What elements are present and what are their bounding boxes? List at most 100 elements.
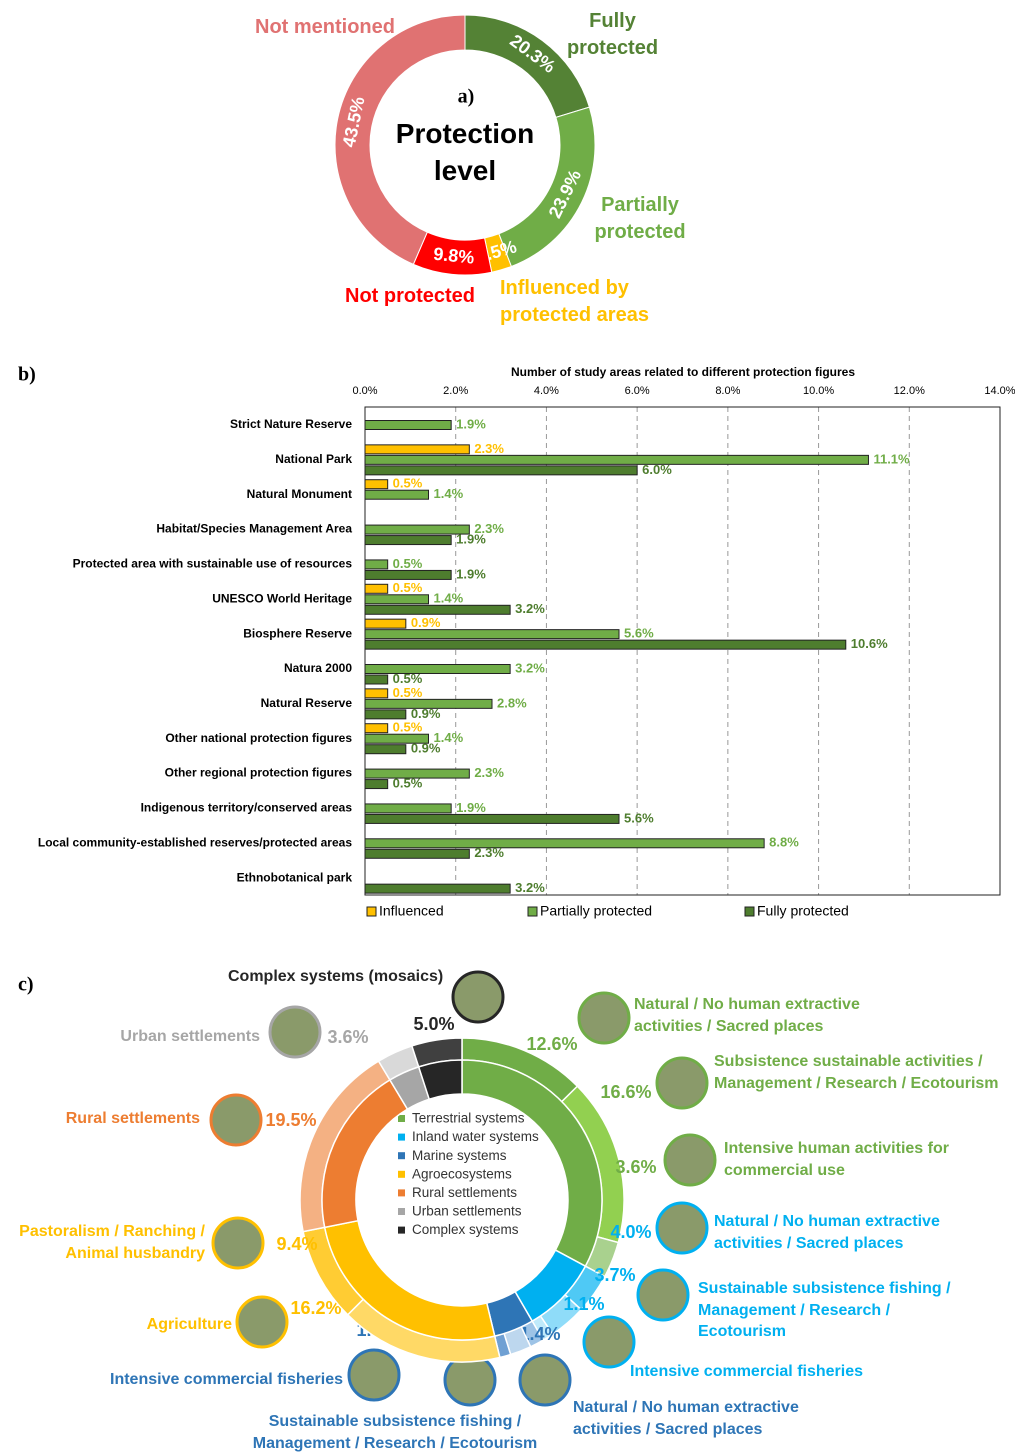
segment-value: 5.0% bbox=[413, 1014, 454, 1034]
category-label: Fully protected bbox=[560, 8, 665, 62]
value-label: 6.0% bbox=[642, 462, 672, 477]
value-label: 0.5% bbox=[393, 556, 423, 571]
legend-label: Terrestrial systems bbox=[412, 1111, 525, 1126]
value-label: 1.4% bbox=[434, 591, 464, 606]
photo-icon bbox=[579, 993, 629, 1043]
value-label: 0.9% bbox=[411, 615, 441, 630]
segment-label: Sustainable subsistence fishing / Manage… bbox=[235, 1411, 555, 1452]
y-tick-label: Other regional protection figures bbox=[165, 766, 353, 780]
value-label: 2.3% bbox=[474, 765, 504, 780]
legend-swatch bbox=[398, 1171, 405, 1178]
segment-value: 19.5% bbox=[265, 1110, 316, 1130]
y-tick-label: Habitat/Species Management Area bbox=[156, 522, 352, 536]
segment-value: 9.4% bbox=[276, 1234, 317, 1254]
photo-icon bbox=[657, 1203, 707, 1253]
value-label: 0.5% bbox=[393, 776, 423, 791]
bar bbox=[365, 675, 388, 684]
y-tick-label: Protected area with sustainable use of r… bbox=[73, 557, 353, 571]
panel-label: b) bbox=[18, 364, 36, 386]
bar bbox=[365, 595, 429, 604]
inner-segment bbox=[325, 1221, 495, 1340]
y-tick-label: Biosphere Reserve bbox=[243, 626, 352, 640]
x-tick-label: 0.0% bbox=[352, 385, 377, 397]
bar bbox=[365, 839, 764, 848]
value-label: 1.9% bbox=[456, 566, 486, 581]
y-tick-label: Ethnobotanical park bbox=[237, 870, 353, 884]
y-tick-label: Indigenous territory/conserved areas bbox=[141, 801, 353, 815]
photo-icon bbox=[213, 1218, 263, 1268]
legend-label: Influenced bbox=[379, 903, 444, 919]
legend-swatch bbox=[398, 1134, 405, 1141]
legend-label: Agroecosystems bbox=[412, 1166, 512, 1181]
value-label: 0.5% bbox=[393, 720, 423, 735]
value-label: 1.9% bbox=[456, 532, 486, 547]
segment-value: 16.6% bbox=[600, 1082, 651, 1102]
value-label: 0.5% bbox=[393, 476, 423, 491]
segment-value: 16.2% bbox=[290, 1298, 341, 1318]
y-tick-label: Other national protection figures bbox=[165, 731, 352, 745]
bar bbox=[365, 780, 388, 789]
value-label: 2.3% bbox=[474, 845, 504, 860]
value-label: 3.2% bbox=[515, 601, 545, 616]
bar bbox=[365, 536, 451, 545]
x-tick-label: 12.0% bbox=[894, 385, 925, 397]
value-label: 8.8% bbox=[769, 835, 799, 850]
legend-label: Rural settlements bbox=[412, 1185, 517, 1200]
photo-icon bbox=[520, 1355, 570, 1405]
photo-icon bbox=[657, 1058, 707, 1108]
value-label: 10.6% bbox=[851, 636, 888, 651]
bar bbox=[365, 466, 637, 475]
bar bbox=[365, 745, 406, 754]
bar bbox=[365, 570, 451, 579]
legend-swatch bbox=[398, 1208, 405, 1215]
category-label: Not protected bbox=[330, 283, 490, 310]
legend-label: Fully protected bbox=[757, 903, 849, 919]
segment-label: Natural / No human extractive activities… bbox=[573, 1397, 833, 1440]
segment-label: Complex systems (mosaics) bbox=[228, 966, 488, 988]
axis-title: Number of study areas related to differe… bbox=[511, 365, 855, 379]
photo-icon bbox=[638, 1270, 688, 1320]
y-tick-label: Natural Reserve bbox=[261, 696, 353, 710]
bar bbox=[365, 849, 469, 858]
legend-label: Marine systems bbox=[412, 1148, 507, 1163]
bar bbox=[365, 710, 406, 719]
segment-label: Urban settlements bbox=[60, 1026, 260, 1048]
segment-label: Pastoralism / Ranching / Animal husbandr… bbox=[0, 1221, 205, 1264]
x-tick-label: 6.0% bbox=[625, 385, 650, 397]
bar bbox=[365, 689, 388, 698]
segment-value: 1.1% bbox=[563, 1294, 604, 1314]
legend-swatch bbox=[745, 907, 754, 916]
y-tick-label: Local community-established reserves/pro… bbox=[38, 835, 352, 849]
value-label: 3.2% bbox=[515, 660, 545, 675]
bar bbox=[365, 804, 451, 813]
x-tick-label: 14.0% bbox=[984, 385, 1015, 397]
bar bbox=[365, 584, 388, 593]
y-tick-label: Strict Nature Reserve bbox=[230, 417, 352, 431]
bar bbox=[365, 619, 406, 628]
value-label: 1.4% bbox=[434, 486, 464, 501]
bar bbox=[365, 445, 469, 454]
segment-label: Rural settlements bbox=[0, 1108, 200, 1130]
segment-label: Agriculture bbox=[40, 1314, 232, 1336]
value-label: 5.6% bbox=[624, 810, 654, 825]
category-label: Not mentioned bbox=[240, 14, 410, 41]
segment-label: Intensive commercial fisheries bbox=[630, 1361, 900, 1383]
bar bbox=[365, 665, 510, 674]
bar bbox=[365, 560, 388, 569]
x-tick-label: 8.0% bbox=[715, 385, 740, 397]
segment-value: 3.6% bbox=[327, 1027, 368, 1047]
legend-label: Inland water systems bbox=[412, 1129, 539, 1144]
photo-icon bbox=[349, 1350, 399, 1400]
value-label: 2.8% bbox=[497, 695, 527, 710]
bar bbox=[365, 724, 388, 733]
value-label: 0.5% bbox=[393, 671, 423, 686]
bar bbox=[365, 455, 868, 464]
segment-label: Natural / No human extractive activities… bbox=[714, 1211, 974, 1254]
legend-swatch bbox=[398, 1189, 405, 1196]
photo-icon bbox=[237, 1297, 287, 1347]
bar bbox=[365, 480, 388, 489]
value-label: 5.6% bbox=[624, 626, 654, 641]
bar bbox=[365, 640, 846, 649]
bar bbox=[365, 605, 510, 614]
photo-icon bbox=[270, 1007, 320, 1057]
